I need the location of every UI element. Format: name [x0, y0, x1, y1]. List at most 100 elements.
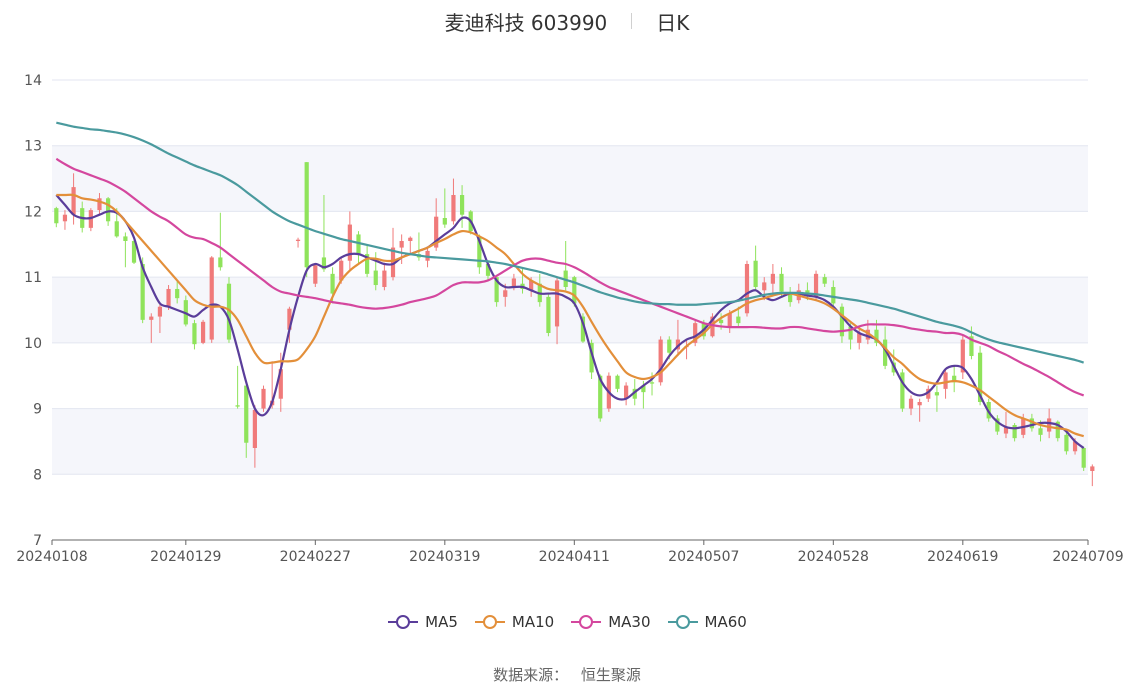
candle — [563, 241, 568, 291]
candle-body — [54, 208, 59, 224]
x-tick-label: 20240619 — [927, 549, 998, 565]
candle-body — [503, 290, 508, 297]
candle-body — [1090, 466, 1095, 471]
y-tick-label: 12 — [24, 204, 42, 220]
chart-title: 麦迪科技 603990 — [444, 10, 608, 35]
candle-body — [969, 336, 974, 356]
candle-body — [615, 375, 620, 389]
candle-body — [753, 260, 758, 287]
candle — [131, 239, 137, 264]
candle-body — [943, 372, 948, 389]
x-axis: 20240108 20240129 20240227 20240319 20240411… — [16, 539, 1124, 565]
candle-body — [382, 270, 387, 287]
ma-line-ma60 — [56, 121, 1085, 364]
candle-body — [71, 187, 76, 215]
candle-body — [813, 273, 819, 297]
candle-body — [667, 339, 672, 353]
candle — [278, 352, 283, 412]
candle — [822, 273, 827, 287]
candle — [908, 395, 914, 416]
x-tick-label: 20240528 — [798, 549, 869, 565]
candle — [287, 306, 292, 343]
y-tick-label: 7 — [33, 533, 42, 549]
candle — [1081, 446, 1086, 471]
candle-body — [598, 375, 603, 419]
candle-body — [390, 247, 396, 278]
candle-body — [261, 388, 266, 409]
candle — [192, 319, 197, 350]
candle-body — [1055, 421, 1060, 439]
legend-line-circle-icon — [667, 615, 698, 629]
candle-body — [365, 254, 370, 274]
candle-body — [1047, 418, 1052, 432]
candle — [235, 365, 240, 409]
y-tick-label: 14 — [24, 73, 42, 89]
candle-body — [477, 237, 482, 268]
legend-item-ma30[interactable]: MA30 — [570, 613, 651, 631]
candle-body — [624, 385, 629, 399]
data-source: 数据来源： 恒生聚源 — [0, 664, 1134, 685]
candle-body — [209, 257, 214, 340]
source-label: 数据来源： — [493, 666, 569, 684]
candle-body — [295, 239, 301, 241]
candle-body — [926, 388, 931, 399]
legend-item-ma10[interactable]: MA10 — [474, 613, 554, 631]
candle-body — [1003, 426, 1009, 434]
candle-body — [451, 195, 456, 222]
candle-body — [718, 319, 724, 324]
candle — [399, 234, 404, 264]
candle-body — [874, 329, 879, 343]
legend-label: MA30 — [608, 613, 651, 631]
candle-body — [744, 264, 750, 314]
candle-body — [97, 198, 102, 211]
candle-body — [1029, 418, 1034, 429]
candle — [952, 365, 957, 393]
candle-body — [252, 409, 257, 448]
candle-body — [313, 265, 318, 284]
x-tick-label: 20240709 — [1052, 549, 1123, 565]
candle — [624, 382, 629, 406]
source-value: 恒生聚源 — [580, 666, 641, 684]
candle — [580, 313, 586, 343]
grid-band — [52, 145, 1088, 212]
legend-item-ma60[interactable]: MA60 — [667, 613, 747, 631]
candle — [304, 162, 309, 278]
candle-body — [977, 352, 983, 402]
candle-body — [192, 323, 197, 345]
ma-lines — [55, 121, 1085, 449]
legend-item-ma5[interactable]: MA5 — [387, 613, 458, 631]
candle-body — [675, 339, 681, 350]
grid-band — [52, 408, 1088, 475]
candle-body — [511, 278, 516, 287]
candle-body — [1072, 441, 1078, 452]
candle-body — [131, 241, 137, 263]
candle-body — [200, 321, 206, 343]
legend-label: MA60 — [704, 613, 747, 631]
candle — [451, 178, 456, 225]
candle-body — [226, 283, 232, 340]
grid-band — [52, 277, 1088, 343]
candle — [598, 374, 603, 422]
candle — [382, 262, 387, 291]
y-tick-label: 13 — [24, 139, 42, 155]
chart-title-row: 麦迪科技 603990 日K — [0, 6, 1134, 36]
candle — [744, 260, 750, 317]
candle — [157, 303, 163, 333]
candle-body — [304, 162, 309, 268]
candle-body — [831, 287, 836, 304]
candle-body — [848, 326, 853, 340]
x-tick-label: 20240129 — [150, 549, 221, 565]
candle-body — [857, 333, 862, 343]
candle-body — [641, 385, 646, 393]
candle — [1090, 464, 1095, 487]
candle — [1064, 431, 1069, 455]
candle — [200, 319, 206, 345]
candle — [693, 319, 698, 347]
candle — [390, 227, 396, 281]
x-tick-label: 20240227 — [280, 549, 351, 565]
candle-body — [960, 339, 965, 373]
candle — [960, 334, 965, 379]
legend: MA5 MA10 MA30 MA60 — [0, 613, 1134, 631]
ma-line-ma5 — [55, 194, 1085, 449]
